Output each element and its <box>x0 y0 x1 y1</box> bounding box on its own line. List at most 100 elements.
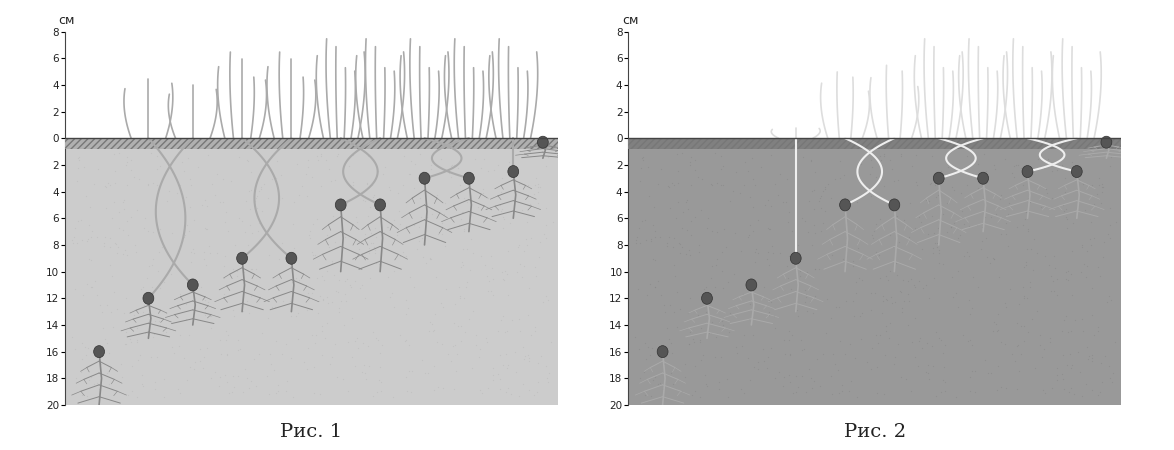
Point <box>764 312 783 319</box>
Point <box>876 351 895 359</box>
Point <box>942 224 960 231</box>
Point <box>883 243 902 250</box>
Point <box>663 349 682 356</box>
Point <box>117 182 136 189</box>
Point <box>909 362 927 369</box>
Point <box>90 369 109 376</box>
Point <box>931 388 950 396</box>
Point <box>781 351 799 358</box>
Point <box>1012 323 1031 330</box>
Point <box>762 298 781 306</box>
Point <box>298 365 317 372</box>
Point <box>528 189 547 196</box>
Point <box>73 392 92 399</box>
Point <box>114 226 133 234</box>
Point <box>985 166 1004 173</box>
Point <box>101 181 120 189</box>
Point <box>101 235 120 242</box>
Point <box>1017 262 1035 269</box>
Point <box>822 315 841 322</box>
Point <box>468 203 487 211</box>
Point <box>215 218 234 225</box>
Point <box>659 183 677 190</box>
Point <box>180 331 198 338</box>
Point <box>922 179 940 186</box>
Point <box>216 252 235 260</box>
Point <box>116 340 135 347</box>
Point <box>1033 354 1052 361</box>
Point <box>472 390 491 397</box>
Point <box>1013 221 1032 228</box>
Point <box>364 328 383 336</box>
Point <box>518 241 537 248</box>
Point <box>134 308 153 315</box>
Point <box>359 245 378 252</box>
Point <box>274 297 292 304</box>
Point <box>814 188 832 195</box>
Point <box>1057 174 1075 181</box>
Point <box>248 192 266 199</box>
Point <box>811 227 830 234</box>
Point <box>353 197 372 204</box>
Point <box>82 373 101 380</box>
Point <box>258 372 277 379</box>
Point <box>1057 268 1075 275</box>
Point <box>959 338 978 345</box>
Point <box>745 259 764 266</box>
Point <box>369 167 387 174</box>
Point <box>991 195 1010 203</box>
Point <box>1027 249 1046 256</box>
Point <box>241 206 259 213</box>
Point <box>765 324 784 332</box>
Point <box>905 354 924 361</box>
Point <box>938 170 957 177</box>
Point <box>304 389 323 396</box>
Point <box>303 221 322 228</box>
Point <box>453 245 472 252</box>
Point <box>242 266 261 273</box>
Point <box>989 363 1007 370</box>
Point <box>782 228 801 235</box>
Point <box>998 211 1017 218</box>
Text: см: см <box>59 14 75 27</box>
Point <box>178 155 197 162</box>
Point <box>911 225 930 232</box>
Point <box>356 231 375 238</box>
Point <box>96 233 115 240</box>
Point <box>234 388 252 395</box>
Point <box>1008 162 1027 169</box>
Point <box>214 175 232 182</box>
Point <box>116 161 135 168</box>
Point <box>122 166 141 173</box>
Point <box>711 181 730 189</box>
Point <box>706 354 724 361</box>
Point <box>215 275 234 282</box>
Point <box>848 198 866 206</box>
Point <box>72 369 90 376</box>
Point <box>531 238 549 246</box>
Point <box>262 360 281 368</box>
Point <box>709 378 728 385</box>
Point <box>814 219 832 226</box>
Point <box>540 369 559 376</box>
Point <box>911 334 930 341</box>
Point <box>527 389 546 396</box>
Point <box>795 346 814 353</box>
Point <box>82 284 101 291</box>
Point <box>397 336 416 343</box>
Point <box>101 309 120 316</box>
Point <box>265 366 284 373</box>
Point <box>541 339 560 346</box>
Point <box>427 191 446 198</box>
Point <box>451 294 470 302</box>
Point <box>382 219 400 226</box>
Point <box>148 152 167 159</box>
Point <box>866 332 885 339</box>
Point <box>1038 189 1057 197</box>
Point <box>409 237 427 244</box>
Point <box>113 374 131 381</box>
Point <box>1031 341 1050 348</box>
Point <box>358 179 377 186</box>
Point <box>107 306 126 313</box>
Point <box>150 162 169 169</box>
